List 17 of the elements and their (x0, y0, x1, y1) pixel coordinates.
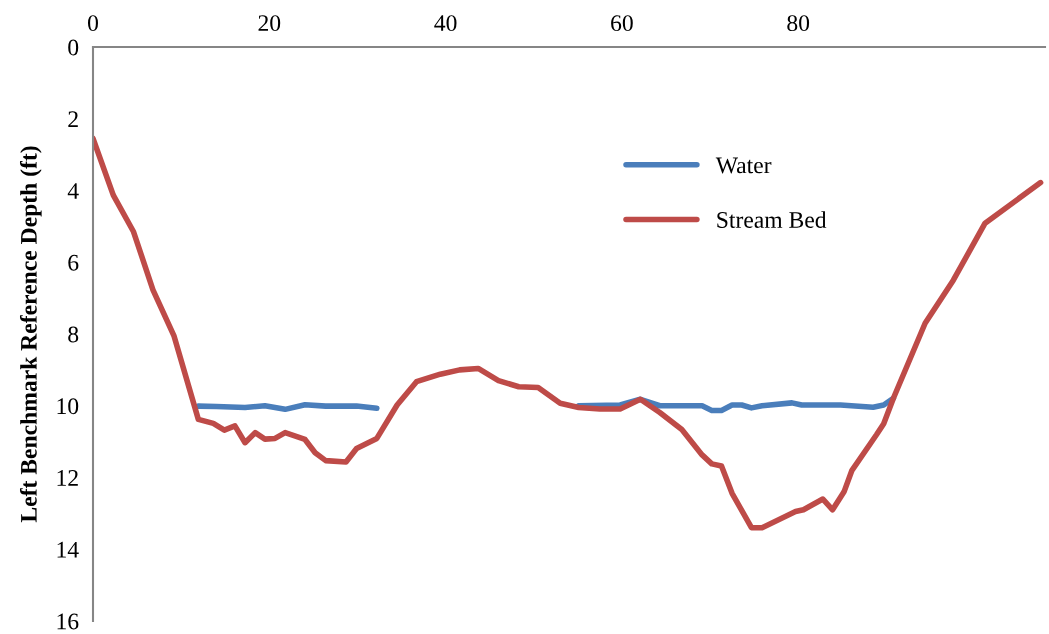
y-tick-label: 16 (57, 613, 79, 630)
legend-label: Stream Bed (717, 211, 827, 228)
y-tick-label: 14 (57, 541, 79, 558)
y-tick-label: 8 (68, 326, 79, 343)
x-tick-label: 80 (787, 15, 810, 32)
x-tick-label: 40 (434, 15, 457, 32)
y-tick-label: 4 (67, 183, 79, 199)
x-tick-label: 20 (258, 15, 281, 32)
y-axis-title: Left Benchmark Reference Depth (ft) (19, 146, 42, 523)
x-tick-label: 0 (88, 15, 98, 32)
x-tick-label: 60 (611, 15, 633, 32)
y-tick-label: 0 (68, 39, 79, 56)
y-tick-label: 10 (57, 398, 79, 415)
y-tick-label: 12 (57, 470, 78, 486)
legend-label: Water (715, 157, 772, 174)
y-tick-label: 2 (68, 111, 78, 127)
y-tick-label: 6 (68, 254, 79, 271)
